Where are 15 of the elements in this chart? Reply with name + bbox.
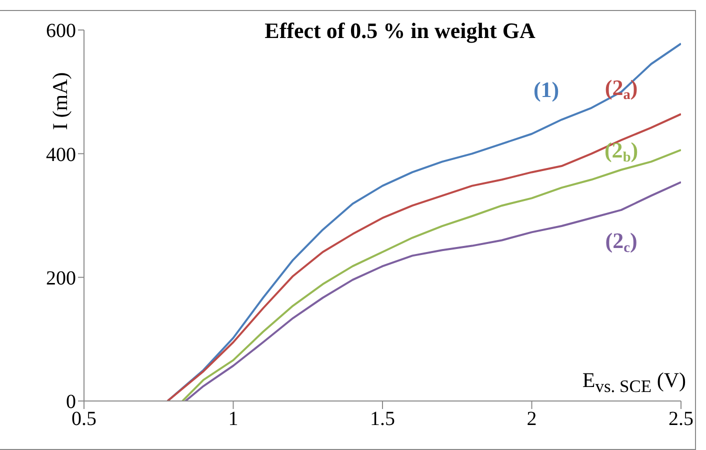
series-label: (2$_{a}$) [604, 75, 638, 104]
chart-title: Effect of 0.5 % in weight GA [264, 18, 536, 44]
x-axis-title: E$_{vs. SCE}$ (V) [582, 368, 686, 398]
y-tick-label: 600 [46, 20, 76, 42]
x-tick-label: 0.5 [72, 408, 96, 430]
series-label: (1) [533, 76, 560, 102]
x-tick-label: 1 [228, 408, 238, 430]
series-label: (2$_{c}$) [605, 228, 638, 256]
y-tick-label: 200 [46, 267, 76, 290]
x-tick-label: 1.5 [370, 408, 395, 430]
x-tick-label: 2 [526, 408, 537, 430]
x-tick-label: 2.5 [668, 408, 694, 430]
series-label: (2$_{b}$) [604, 138, 638, 166]
y-tick-label: 400 [46, 144, 76, 166]
y-axis-title: I (mA) [48, 72, 73, 130]
